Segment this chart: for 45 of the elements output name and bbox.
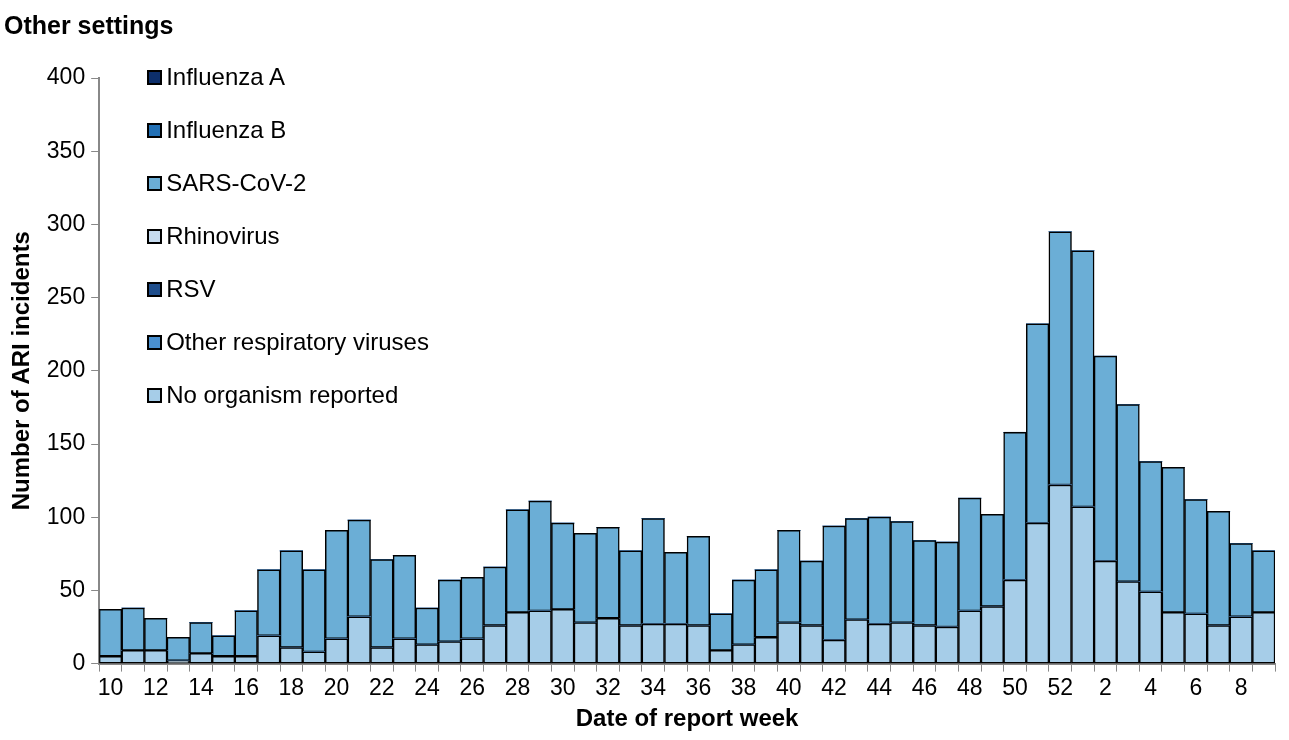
y-tick-label: 300: [46, 209, 86, 236]
legend-label: Rhinovirus: [166, 222, 280, 250]
x-tick-label: 20: [323, 673, 350, 700]
x-tick-label: 36: [685, 673, 712, 700]
y-axis-title: Number of ARI incidents: [7, 231, 35, 511]
y-tick-label: 250: [46, 282, 86, 309]
x-tick-label: 8: [1234, 673, 1248, 700]
x-tick-label: 52: [1047, 673, 1073, 700]
x-tick-label: 42: [821, 673, 847, 700]
x-tick-label: 38: [730, 673, 757, 700]
y-tick-label: 150: [46, 429, 86, 456]
x-tick-label: 4: [1144, 673, 1158, 700]
chart-title: Other settings: [4, 10, 174, 39]
x-tick-label: 32: [595, 673, 621, 700]
legend-label: RSV: [166, 275, 216, 303]
legend-label: No organism reported: [166, 381, 399, 409]
x-tick-label: 22: [369, 673, 395, 700]
x-tick-label: 48: [956, 673, 983, 700]
x-tick-label: 6: [1189, 673, 1203, 700]
x-axis-title: Date of report week: [575, 704, 800, 732]
x-tick-label: 2: [1099, 673, 1112, 700]
x-tick-label: 10: [97, 673, 124, 700]
x-tick-label: 34: [640, 673, 667, 700]
x-tick-label: 44: [866, 673, 893, 700]
legend-label: Influenza A: [166, 63, 285, 91]
x-tick-label: 40: [776, 673, 802, 700]
legend-label: Influenza B: [166, 116, 287, 144]
x-tick-label: 46: [911, 673, 938, 700]
legend-label: SARS-CoV-2: [166, 169, 307, 197]
x-tick-label: 28: [504, 673, 531, 700]
x-tick-label: 14: [188, 673, 214, 700]
y-tick-label: 100: [46, 502, 86, 529]
y-tick-label: 350: [46, 136, 86, 163]
y-tick-label: 50: [59, 575, 86, 602]
y-tick-label: 200: [46, 356, 86, 383]
x-tick-label: 18: [278, 673, 305, 700]
legend-label: Other respiratory viruses: [166, 328, 429, 356]
y-tick-label: 0: [72, 648, 86, 675]
x-tick-label: 16: [233, 673, 259, 700]
x-tick-label: 24: [414, 673, 441, 700]
x-tick-label: 12: [142, 673, 169, 700]
x-tick-label: 26: [459, 673, 486, 700]
x-tick-label: 30: [549, 673, 576, 700]
y-tick-label: 400: [46, 63, 86, 90]
x-tick-label: 50: [1002, 673, 1028, 700]
